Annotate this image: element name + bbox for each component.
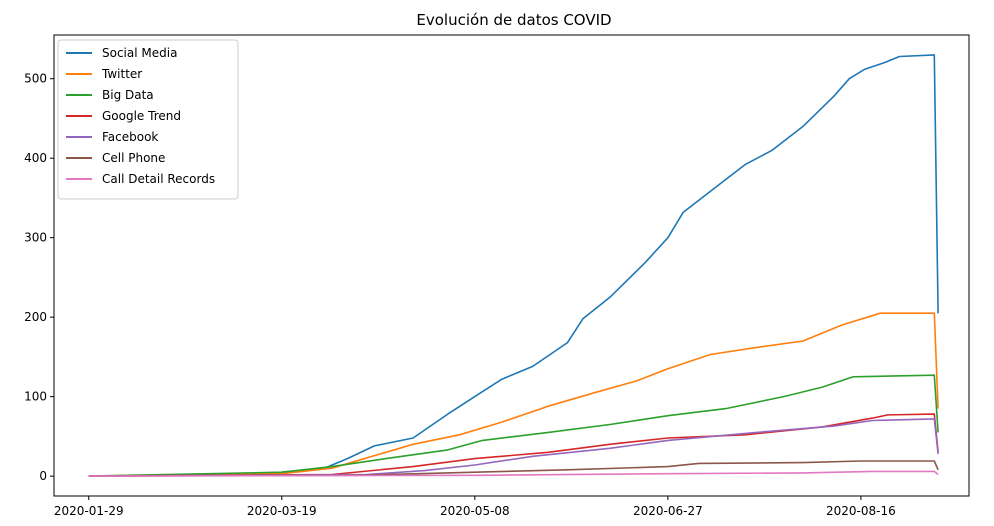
legend-label: Twitter — [101, 67, 142, 81]
y-tick-label: 300 — [24, 231, 47, 245]
y-tick-label: 500 — [24, 72, 47, 86]
x-tick-label: 2020-08-16 — [826, 504, 896, 518]
legend-label: Facebook — [102, 130, 158, 144]
series-line-google-trend — [88, 413, 939, 477]
series-line-facebook — [88, 418, 939, 477]
axes-layer: 2020-01-29 2020-03-19 2020-05-08 2020-06-27… — [24, 72, 896, 518]
x-tick-label: 2020-01-29 — [54, 504, 124, 518]
legend-label: Call Detail Records — [102, 172, 215, 186]
series-line-social-media — [88, 54, 939, 477]
series-layer — [88, 54, 939, 477]
plot-area-frame — [53, 34, 970, 497]
series-line-big-data — [88, 374, 939, 477]
x-tick-label: 2020-05-08 — [440, 504, 510, 518]
legend-label: Big Data — [102, 88, 154, 102]
y-tick-label: 0 — [39, 469, 47, 483]
series-line-twitter — [88, 312, 939, 477]
y-tick-label: 100 — [24, 390, 47, 404]
chart-title: Evolución de datos COVID — [416, 11, 611, 29]
x-tick-label: 2020-06-27 — [633, 504, 703, 518]
legend-frame — [57, 39, 239, 200]
legend-label: Google Trend — [102, 109, 181, 123]
y-tick-label: 200 — [24, 310, 47, 324]
y-tick-label: 400 — [24, 151, 47, 165]
x-tick-label: 2020-03-19 — [247, 504, 317, 518]
series-line-cell-phone — [88, 460, 939, 477]
series-line-call-detail-records — [88, 470, 939, 477]
legend-label: Social Media — [102, 46, 177, 60]
legend: Social Media Twitter Big Data Google Trend F… — [57, 39, 239, 200]
legend-label: Cell Phone — [102, 151, 165, 165]
